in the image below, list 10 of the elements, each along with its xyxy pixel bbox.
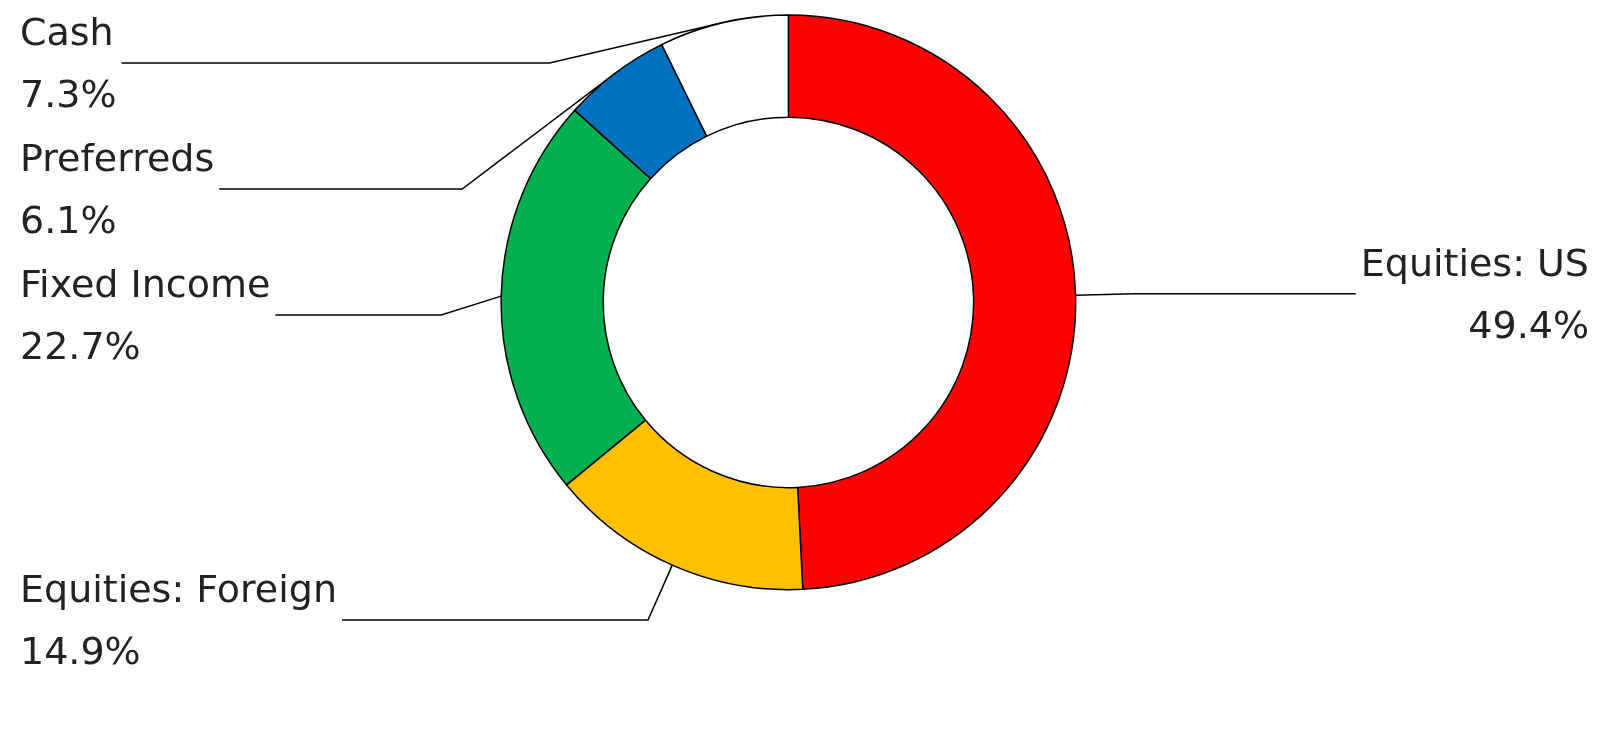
slice-label: Equities: US [1360, 240, 1589, 285]
slice-label: Equities: Foreign [20, 567, 337, 612]
data-label: 22.7% [20, 324, 141, 368]
slice-label: Fixed Income [20, 262, 271, 306]
data-label: 14.9% [20, 629, 141, 674]
data-label: 7.3% [20, 72, 117, 116]
slice-label: Cash [20, 10, 114, 54]
data-label: 49.4% [1468, 302, 1589, 347]
slice-label: Preferreds [20, 136, 215, 180]
data-label: 6.1% [20, 198, 117, 242]
